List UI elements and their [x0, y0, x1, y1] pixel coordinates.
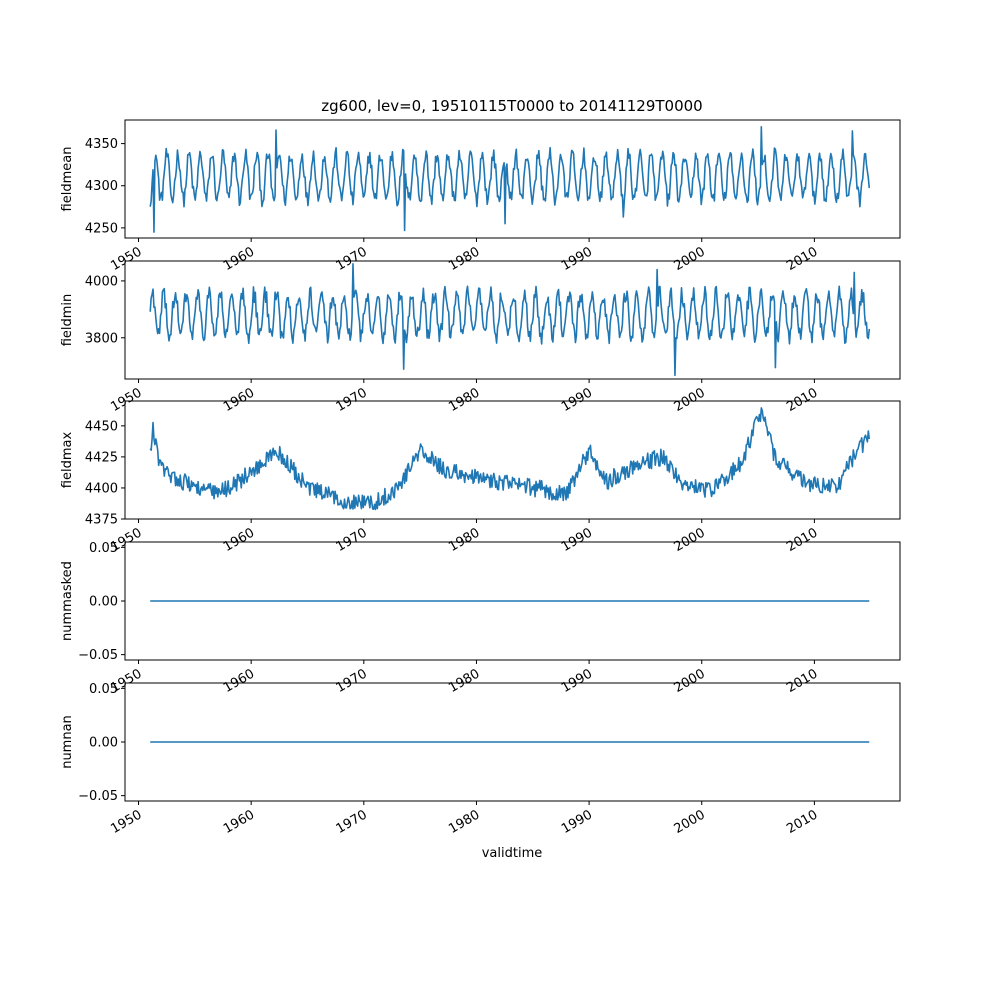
- y-tick-label: 4300: [85, 179, 118, 194]
- y-axis-label: fieldmean: [60, 147, 75, 212]
- series-line-fieldmean: [149, 125, 871, 233]
- series-line-fieldmin: [149, 263, 871, 377]
- series-line-fieldmax: [149, 407, 871, 511]
- y-tick-label: 0.05: [89, 541, 118, 556]
- y-tick-label: −0.05: [78, 648, 118, 663]
- y-tick-label: 4425: [85, 450, 118, 465]
- y-tick-label: 0.00: [89, 736, 118, 751]
- y-tick-label: 4000: [85, 274, 118, 289]
- y-tick-label: 4400: [85, 481, 118, 496]
- axes-frame: [124, 400, 901, 520]
- y-tick-label: 4375: [85, 513, 118, 528]
- y-tick-label: 4250: [85, 221, 118, 236]
- y-tick-label: 4450: [85, 419, 118, 434]
- y-axis-label: nummasked: [60, 561, 75, 641]
- y-axis-label: fieldmin: [60, 294, 75, 347]
- y-tick-label: −0.05: [78, 789, 118, 804]
- y-axis-label: numnan: [60, 715, 75, 769]
- axes-frame: [124, 260, 901, 380]
- y-tick-label: 0.00: [89, 595, 118, 610]
- y-tick-label: 4350: [85, 137, 118, 152]
- chart-title: zg600, lev=0, 19510115T0000 to 20141129T…: [321, 97, 702, 115]
- axes-frame: [124, 119, 901, 239]
- y-tick-label: 0.05: [89, 682, 118, 697]
- y-tick-label: 3800: [85, 331, 118, 346]
- y-axis-label: fieldmax: [60, 432, 75, 489]
- x-axis-label: validtime: [482, 846, 543, 861]
